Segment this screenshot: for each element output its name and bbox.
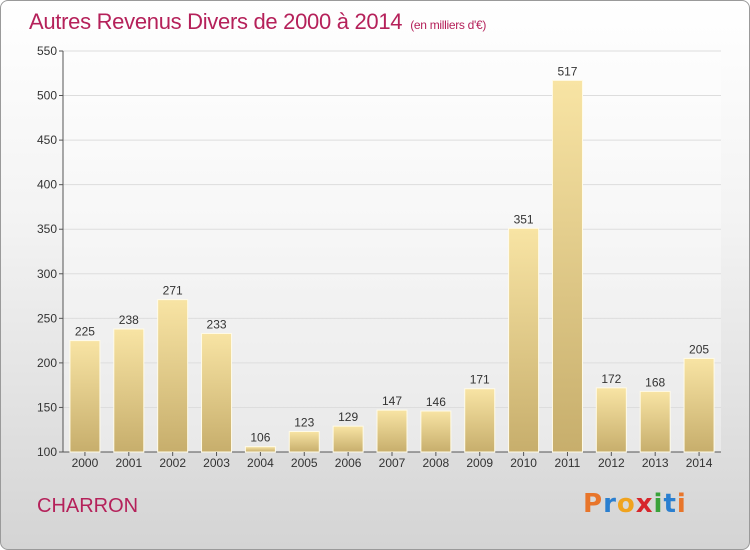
x-tick-label: 2004 (247, 456, 274, 470)
y-tick-label: 150 (37, 400, 57, 414)
bar-2014 (683, 357, 715, 453)
data-label: 106 (250, 431, 270, 445)
data-label: 238 (119, 313, 139, 327)
data-label: 168 (645, 375, 665, 389)
data-label: 172 (601, 372, 621, 386)
y-tick-label: 250 (37, 311, 57, 325)
bar-2004 (244, 446, 276, 453)
x-tick-label: 2013 (642, 456, 669, 470)
y-tick-label: 300 (37, 267, 57, 281)
logo-letter: i (676, 489, 687, 519)
data-label: 205 (689, 342, 709, 356)
x-tick-label: 2001 (115, 456, 142, 470)
data-label: 233 (207, 317, 227, 331)
x-tick-label: 2010 (510, 456, 537, 470)
x-tick-label: 2005 (291, 456, 318, 470)
title-unit: (en milliers d'€) (410, 18, 487, 32)
y-tick-label: 450 (37, 133, 57, 147)
y-tick-label: 400 (37, 178, 57, 192)
data-label: 129 (338, 410, 358, 424)
x-tick-label: 2009 (466, 456, 493, 470)
bar-2000 (69, 340, 101, 453)
x-tick-label: 2011 (555, 456, 581, 470)
title-text: Autres Revenus Divers de 2000 à 2014 (29, 9, 403, 34)
data-label: 123 (294, 416, 314, 430)
data-label: 271 (163, 284, 183, 298)
y-tick-label: 550 (37, 44, 57, 58)
chart-title: Autres Revenus Divers de 2000 à 2014 (en … (29, 9, 486, 35)
bar-2009 (464, 388, 496, 453)
logo-letter: t (663, 489, 677, 519)
data-label: 225 (75, 325, 95, 339)
logo-letter: r (603, 489, 617, 519)
x-tick-label: 2002 (159, 456, 186, 470)
data-label: 146 (426, 395, 446, 409)
x-tick-label: 2008 (423, 456, 450, 470)
bar-2008 (420, 410, 452, 453)
bar-2002 (157, 299, 189, 453)
bar-2013 (639, 390, 671, 453)
logo-letter: o (616, 489, 636, 519)
logo-letter: i (653, 489, 664, 519)
logo-letter: P (583, 489, 604, 519)
x-tick-label: 2003 (203, 456, 230, 470)
bar-2006 (332, 425, 364, 453)
bar-2001 (113, 328, 145, 453)
x-tick-label: 2007 (379, 456, 406, 470)
y-tick-label: 350 (37, 222, 57, 236)
y-tick-label: 500 (37, 89, 57, 103)
y-tick-label: 200 (37, 356, 57, 370)
data-label: 171 (470, 373, 490, 387)
bar-2011 (551, 79, 583, 453)
data-label: 517 (557, 64, 577, 78)
x-tick-label: 2012 (598, 456, 625, 470)
x-tick-label: 2006 (335, 456, 362, 470)
x-tick-label: 2000 (72, 456, 99, 470)
proxiti-logo: Proxiti (583, 489, 687, 519)
bar-2010 (508, 227, 540, 453)
y-tick-label: 100 (37, 445, 57, 459)
data-label: 147 (382, 394, 402, 408)
bar-2007 (376, 409, 408, 453)
bar-2005 (288, 431, 320, 453)
x-tick-label: 2014 (686, 456, 713, 470)
logo-letter: x (635, 489, 654, 519)
data-label: 351 (514, 212, 534, 226)
town-name: CHARRON (37, 495, 139, 517)
bar-2012 (595, 387, 627, 453)
bar-2003 (201, 332, 233, 453)
